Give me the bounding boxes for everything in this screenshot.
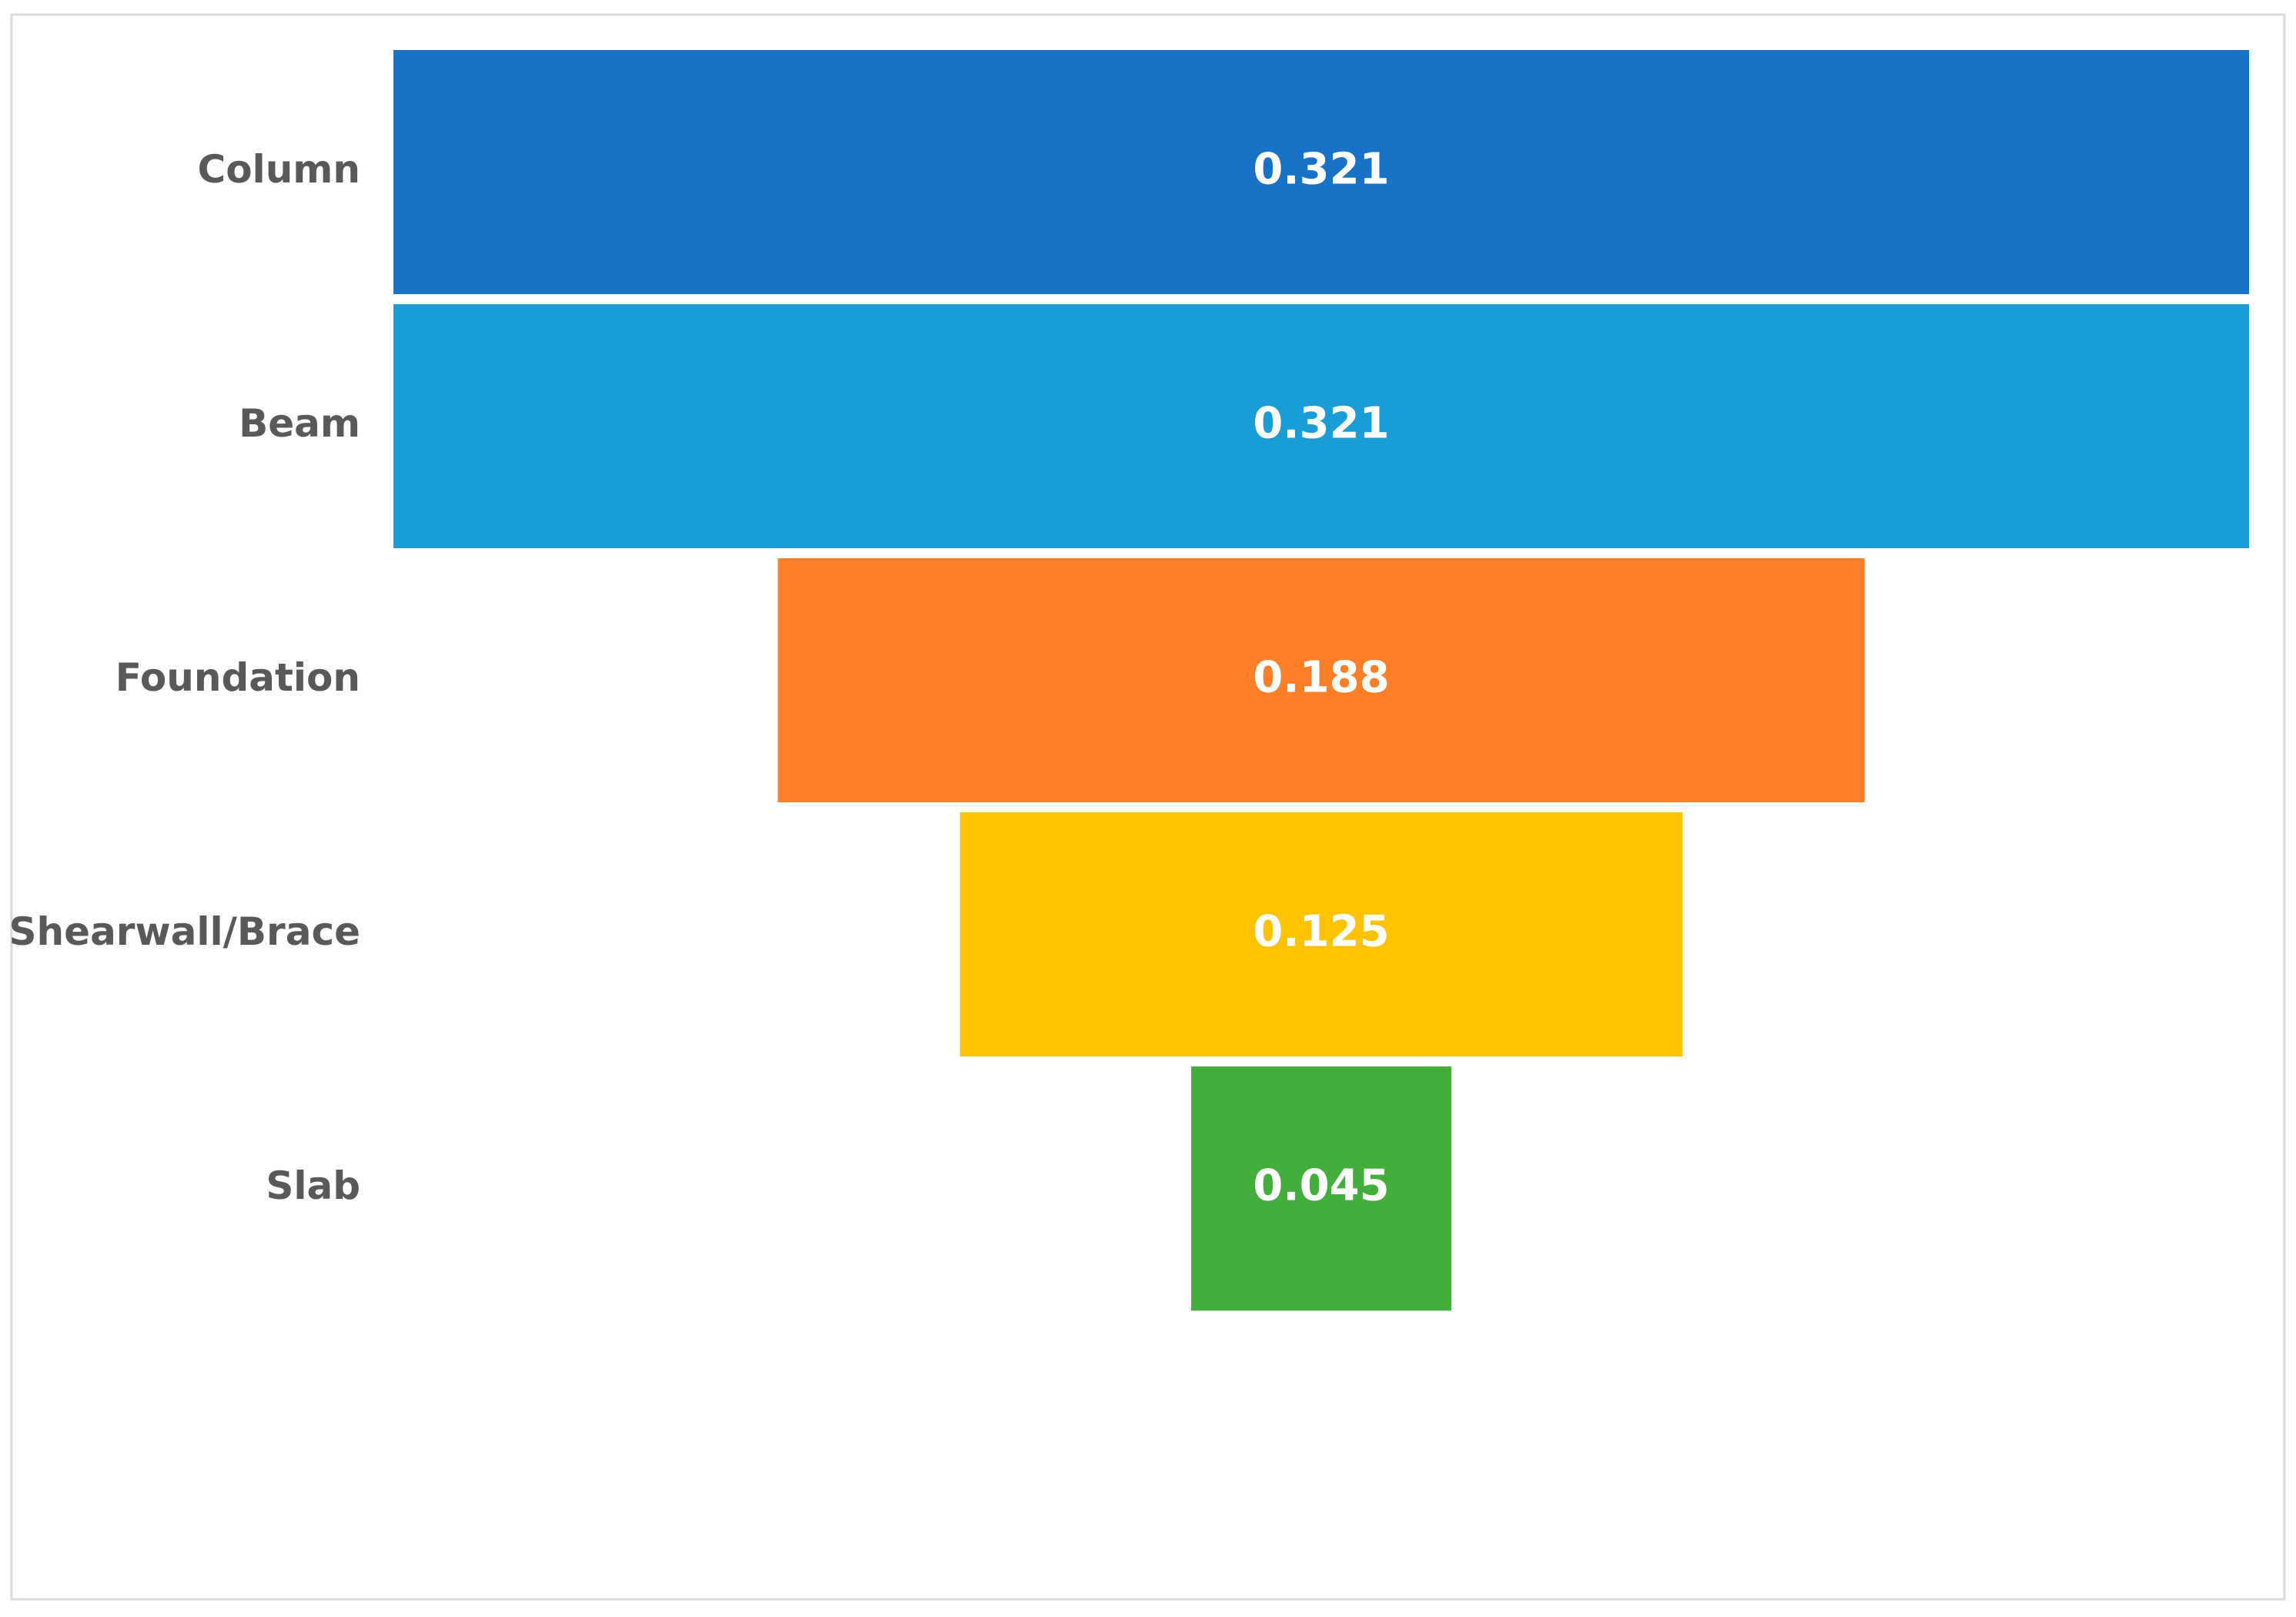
funnel-bar [1191,1066,1451,1311]
category-label: Shearwall/Brace [9,909,360,954]
value-label: 0.321 [1253,145,1389,195]
value-label: 0.321 [1253,399,1389,449]
funnel-bar [393,304,2249,548]
category-label: Beam [239,401,360,446]
category-label: Slab [266,1163,360,1208]
funnel-bar [959,812,1683,1056]
value-label: 0.045 [1253,1161,1389,1211]
funnel-bar [393,50,2249,294]
category-label: Foundation [115,655,360,700]
funnel-bar [778,558,1865,802]
category-label: Column [198,147,360,192]
value-label: 0.188 [1253,653,1389,703]
value-label: 0.125 [1253,907,1389,957]
